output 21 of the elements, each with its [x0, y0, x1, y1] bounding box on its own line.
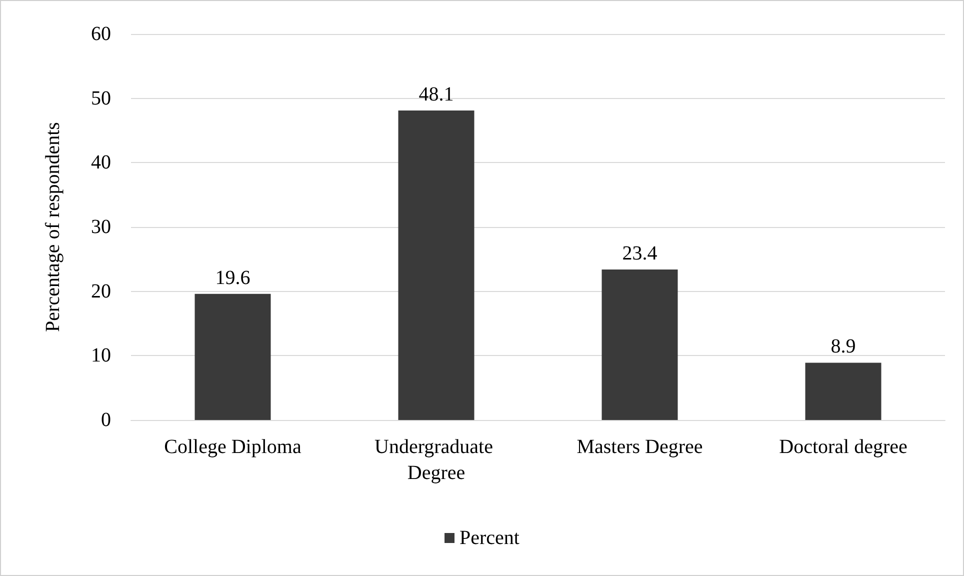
y-tick-label: 60	[91, 23, 111, 45]
y-tick-label: 0	[101, 409, 111, 431]
x-tick-label: Undergraduate Degree	[374, 436, 498, 484]
data-label: 19.6	[215, 266, 250, 289]
data-label: 48.1	[418, 84, 454, 106]
y-tick-label: 30	[91, 216, 111, 238]
y-tick-label: 40	[91, 152, 111, 174]
bar	[194, 294, 271, 420]
bar	[398, 110, 474, 420]
x-tick-label: College Diploma	[164, 436, 302, 458]
y-tick-label: 10	[91, 344, 111, 367]
y-tick-label: 20	[91, 280, 111, 302]
bar	[805, 362, 882, 420]
x-tick-label: Doctoral degree	[779, 436, 908, 458]
y-axis-title: Percentage of respondents	[42, 122, 64, 332]
y-tick-label: 50	[91, 87, 111, 110]
x-tick-label: Masters Degree	[576, 436, 703, 458]
data-label: 23.4	[622, 242, 658, 264]
legend-label: Percent	[460, 527, 520, 549]
data-label: 8.9	[830, 336, 856, 358]
bar	[602, 269, 678, 420]
